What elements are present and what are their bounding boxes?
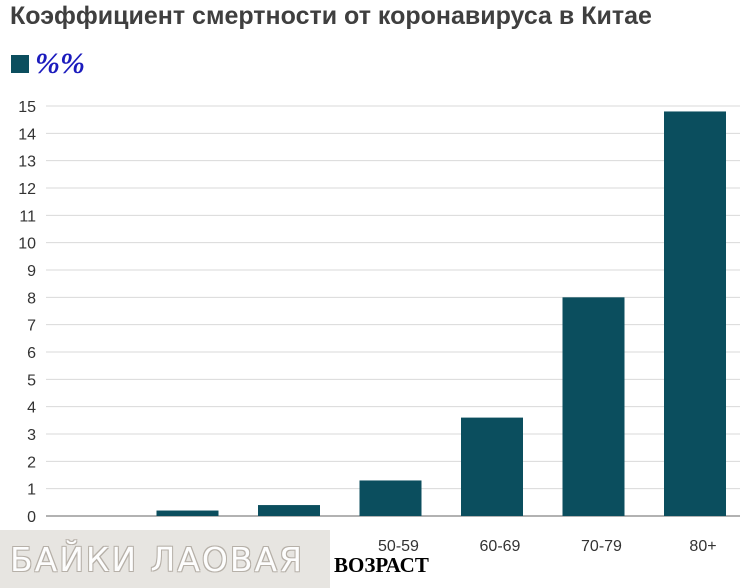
x-tick-label: 60-69 xyxy=(480,538,521,555)
y-tick-label: 11 xyxy=(19,208,36,225)
y-tick-label: 9 xyxy=(27,263,36,280)
watermark-logo: БАЙКИ ЛАОВАЯ xyxy=(0,530,330,588)
y-tick-label: 0 xyxy=(27,509,36,526)
y-tick-label: 6 xyxy=(27,345,36,362)
y-tick-label: 2 xyxy=(27,454,36,471)
bar xyxy=(461,417,523,516)
bar xyxy=(664,111,726,516)
watermark-text: БАЙКИ ЛАОВАЯ xyxy=(10,539,305,579)
x-axis-title: ВОЗРАСТ xyxy=(334,553,429,577)
chart-title: Коэффициент смертности от коронавируса в… xyxy=(10,2,652,30)
bar xyxy=(156,510,219,516)
y-tick-label: 3 xyxy=(27,427,36,444)
bar xyxy=(258,505,320,516)
y-tick-label: 1 xyxy=(27,482,36,499)
y-tick-label: 5 xyxy=(27,372,36,389)
y-tick-label: 10 xyxy=(18,236,36,253)
y-tick-label: 8 xyxy=(27,290,36,307)
legend-label: %% xyxy=(35,47,85,80)
bar xyxy=(562,297,625,516)
y-tick-label: 4 xyxy=(27,400,36,417)
legend: %% xyxy=(11,46,85,82)
y-tick-label: 7 xyxy=(27,318,36,335)
legend-swatch xyxy=(11,55,29,73)
y-tick-label: 14 xyxy=(18,126,36,143)
bar xyxy=(359,480,422,516)
x-tick-label: 70-79 xyxy=(581,538,622,555)
y-tick-label: 13 xyxy=(18,154,36,171)
x-tick-label: 50-59 xyxy=(378,538,419,555)
y-tick-label: 12 xyxy=(18,181,36,198)
y-tick-label: 15 xyxy=(18,99,36,116)
x-tick-label: 80+ xyxy=(689,538,716,555)
